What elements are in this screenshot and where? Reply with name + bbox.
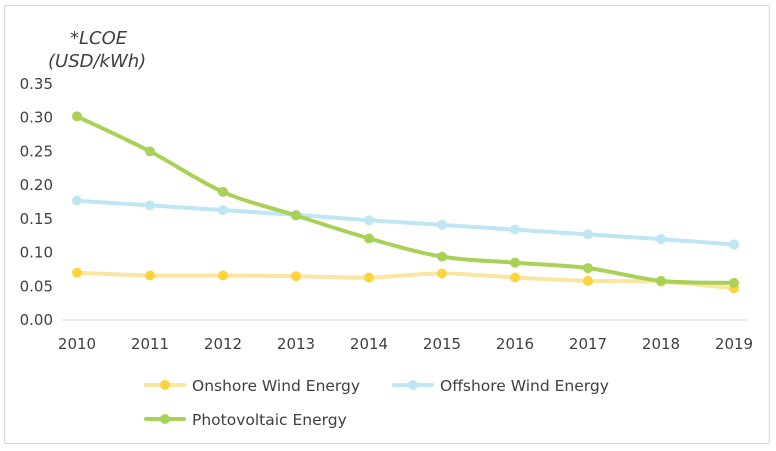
data-point [291, 271, 301, 282]
x-tick-label: 2019 [715, 335, 753, 353]
legend-label: Offshore Wind Energy [440, 377, 609, 395]
series-2 [72, 195, 739, 250]
y-axis-ticks: 0.00 0.05 0.10 0.15 0.20 0.25 0.30 0.35 [20, 75, 53, 329]
series-line [75, 198, 736, 247]
y-tick-label: 0.05 [20, 277, 53, 295]
data-point [437, 251, 447, 262]
data-point [656, 234, 666, 245]
series-line [75, 114, 736, 285]
data-point [510, 224, 520, 235]
data-point [72, 111, 82, 122]
legend: Onshore Wind Energy Offshore Wind Energy P… [144, 377, 609, 429]
chart-frame [4, 5, 770, 444]
x-tick-label: 2011 [131, 335, 169, 353]
x-tick-label: 2015 [423, 335, 461, 353]
legend-marker [408, 380, 418, 390]
data-point [510, 272, 520, 283]
series-1 [72, 267, 739, 294]
data-point [291, 210, 301, 221]
x-tick-label: 2017 [569, 335, 607, 353]
y-tick-label: 0.20 [20, 176, 53, 194]
legend-marker [160, 380, 170, 390]
data-point [72, 267, 82, 278]
data-point [145, 146, 155, 157]
data-point [364, 215, 374, 226]
y-tick-label: 0.15 [20, 210, 53, 228]
data-point [437, 268, 447, 279]
data-point [583, 263, 593, 274]
data-point [437, 219, 447, 230]
y-tick-label: 0.35 [20, 75, 53, 93]
data-point [510, 257, 520, 268]
data-point [218, 186, 228, 197]
data-point [729, 277, 739, 288]
data-point [729, 239, 739, 250]
x-axis-ticks: 2010 2011 2012 2013 2014 2015 2016 2017 2018 2019 [58, 335, 753, 353]
legend-item: Photovoltaic Energy [144, 411, 347, 429]
legend-label: Photovoltaic Energy [192, 411, 347, 429]
data-point [583, 275, 593, 286]
data-point [72, 195, 82, 206]
legend-marker [160, 414, 170, 424]
x-tick-label: 2016 [496, 335, 534, 353]
data-point [218, 205, 228, 216]
series-line [75, 270, 736, 291]
data-point [364, 272, 374, 283]
y-tick-label: 0.00 [20, 311, 53, 329]
y-axis-title-line-2: (USD/kWh) [48, 51, 146, 72]
y-tick-label: 0.30 [20, 109, 53, 127]
legend-label: Onshore Wind Energy [192, 377, 360, 395]
y-tick-label: 0.10 [20, 244, 53, 262]
data-point [656, 275, 666, 286]
x-tick-label: 2012 [204, 335, 242, 353]
data-point [145, 200, 155, 211]
y-axis-title-line-1: *LCOE [70, 28, 128, 49]
legend-item: Offshore Wind Energy [392, 377, 609, 395]
x-tick-label: 2010 [58, 335, 96, 353]
data-point [364, 233, 374, 244]
x-tick-label: 2014 [350, 335, 388, 353]
series-group [72, 111, 739, 294]
data-point [218, 270, 228, 281]
series-3 [72, 111, 739, 288]
legend-item: Onshore Wind Energy [144, 377, 360, 395]
y-tick-label: 0.25 [20, 142, 53, 160]
data-point [145, 270, 155, 281]
x-tick-label: 2013 [277, 335, 315, 353]
x-tick-label: 2018 [642, 335, 680, 353]
data-point [583, 229, 593, 240]
